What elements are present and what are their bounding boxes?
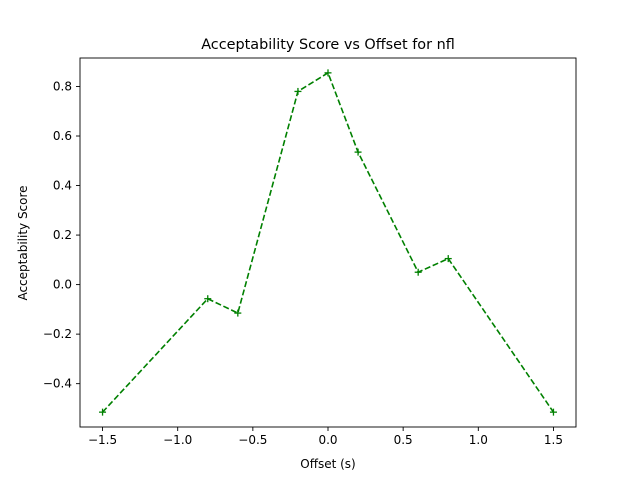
data-point-marker bbox=[204, 295, 212, 303]
data-point-marker bbox=[354, 148, 362, 156]
data-point-marker bbox=[294, 87, 302, 95]
x-tick-label: 1.0 bbox=[469, 433, 488, 447]
x-tick-label: 0.5 bbox=[394, 433, 413, 447]
y-tick-label: 0.0 bbox=[53, 278, 72, 292]
data-point-marker bbox=[324, 69, 332, 77]
x-tick-label: −1.5 bbox=[88, 433, 117, 447]
y-axis-label: Acceptability Score bbox=[16, 185, 30, 300]
y-tick-label: 0.6 bbox=[53, 129, 72, 143]
x-tick-label: 0.0 bbox=[318, 433, 337, 447]
data-point-marker bbox=[99, 408, 107, 416]
data-point-marker bbox=[444, 255, 452, 263]
data-point-marker bbox=[414, 268, 422, 276]
axes: −1.5 −1.0 −0.5 0.0 0.5 1.0 1.5 −0.4 −0.2 0.0 0.2 0.… bbox=[43, 57, 577, 447]
y-tick-label: −0.4 bbox=[43, 377, 72, 391]
x-axis-label: Offset (s) bbox=[300, 457, 355, 471]
x-tick-label: −1.0 bbox=[163, 433, 192, 447]
data-point-marker bbox=[234, 309, 242, 317]
y-tick-label: 0.2 bbox=[53, 228, 72, 242]
y-tick-label: 0.8 bbox=[53, 79, 72, 93]
x-tick-label: 1.5 bbox=[544, 433, 563, 447]
y-tick-label: −0.2 bbox=[43, 327, 72, 341]
plot-area bbox=[99, 69, 557, 416]
data-point-marker bbox=[549, 408, 557, 416]
x-tick-label: −0.5 bbox=[238, 433, 267, 447]
chart-title: Acceptability Score vs Offset for nfl bbox=[201, 37, 455, 53]
y-tick-label: 0.4 bbox=[53, 179, 72, 193]
